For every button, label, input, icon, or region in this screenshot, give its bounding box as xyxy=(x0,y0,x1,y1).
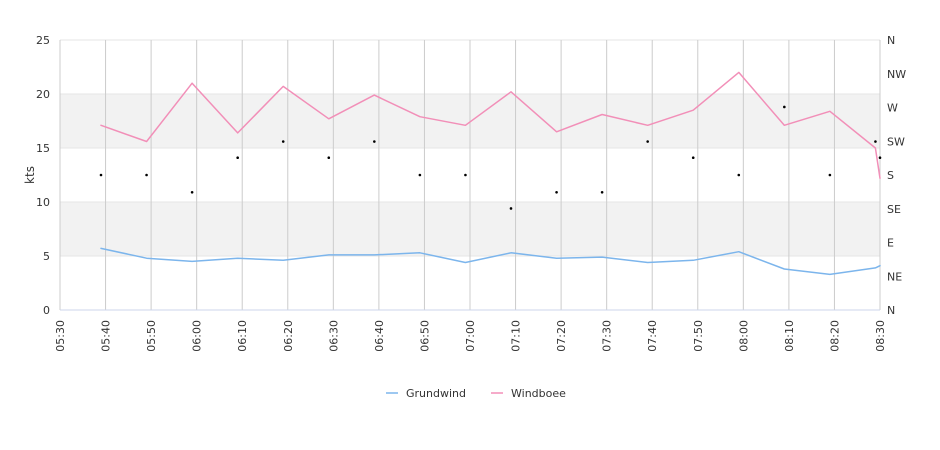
y-axis: 0 5 10 15 20 25 xyxy=(36,34,50,317)
direction-point xyxy=(828,173,832,177)
direction-points xyxy=(99,105,882,210)
x-tick-label: 08:30 xyxy=(874,320,887,352)
direction-point xyxy=(646,140,649,143)
direction-point xyxy=(373,140,376,143)
direction-tick-label: NW xyxy=(887,68,906,81)
direction-tick-label: SW xyxy=(887,135,905,148)
y-tick-label: 10 xyxy=(36,196,50,209)
x-tick-label: 06:00 xyxy=(191,320,204,352)
direction-tick-label: S xyxy=(887,169,894,182)
direction-tick-label: NE xyxy=(887,270,902,283)
x-tick-label: 07:00 xyxy=(464,320,477,352)
direction-point xyxy=(509,207,513,210)
direction-point xyxy=(691,156,695,160)
x-tick-label: 06:10 xyxy=(236,320,249,352)
direction-tick-label: N xyxy=(887,304,895,317)
grid xyxy=(59,39,881,311)
y-axis-title: kts xyxy=(23,166,37,184)
direction-point xyxy=(600,190,604,194)
direction-point xyxy=(783,105,786,109)
x-tick-label: 05:30 xyxy=(54,320,67,352)
direction-tick-label: N xyxy=(887,34,895,47)
direction-tick-label: W xyxy=(887,102,898,115)
x-axis: 05:30 05:40 05:50 06:00 06:10 06:20 06:30 06:40… xyxy=(54,309,887,352)
x-tick-label: 08:00 xyxy=(737,320,750,352)
x-tick-label: 06:50 xyxy=(418,320,431,352)
x-tick-label: 08:10 xyxy=(783,320,796,352)
series-line xyxy=(100,247,881,276)
series-lines xyxy=(100,71,881,276)
y-tick-label: 0 xyxy=(43,304,50,317)
direction-point xyxy=(190,190,194,194)
direction-point xyxy=(555,190,558,194)
x-tick-label: 07:40 xyxy=(646,320,659,352)
y-tick-label: 20 xyxy=(36,88,50,101)
direction-point xyxy=(327,156,331,160)
x-tick-label: 07:10 xyxy=(510,320,523,352)
x-tick-label: 06:40 xyxy=(373,320,386,352)
direction-point xyxy=(99,173,103,177)
direction-point xyxy=(874,140,877,143)
x-tick-label: 07:30 xyxy=(601,320,614,352)
x-tick-label: 06:30 xyxy=(327,320,340,352)
x-tick-label: 07:50 xyxy=(692,320,705,352)
x-tick-label: 06:20 xyxy=(282,320,295,352)
series-line xyxy=(100,71,881,179)
x-tick-label: 07:20 xyxy=(555,320,568,352)
direction-point xyxy=(464,173,467,177)
direction-axis: N NE E SE S SW W NW N xyxy=(887,34,906,317)
legend-item-label: Windboee xyxy=(511,387,566,400)
x-tick-label: 05:40 xyxy=(100,320,113,352)
direction-tick-label: E xyxy=(887,237,894,250)
legend: Grundwind Windboee xyxy=(386,387,566,400)
direction-point xyxy=(281,140,285,143)
direction-tick-label: SE xyxy=(887,203,901,216)
direction-point xyxy=(737,173,741,177)
legend-item-label: Grundwind xyxy=(406,387,466,400)
direction-point xyxy=(236,156,239,160)
direction-point xyxy=(145,173,148,177)
direction-point xyxy=(418,173,422,177)
y-tick-label: 25 xyxy=(36,34,50,47)
y-tick-label: 5 xyxy=(43,250,50,263)
direction-point xyxy=(878,156,882,160)
x-tick-label: 08:20 xyxy=(828,320,841,352)
y-tick-label: 15 xyxy=(36,142,50,155)
x-tick-label: 05:50 xyxy=(145,320,158,352)
